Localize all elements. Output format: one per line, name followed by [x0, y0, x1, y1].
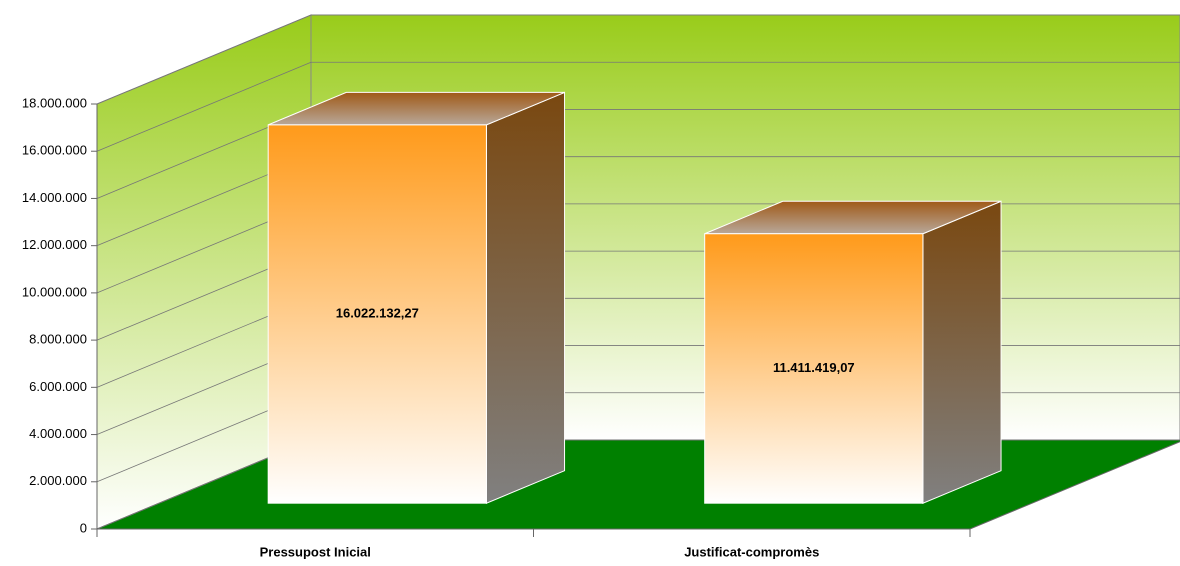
plot: 16.022.132,27 11.411.419,07 [267, 91, 1002, 504]
y-tick-label: 12.000.000 [22, 237, 87, 252]
y-tick-label: 8.000.000 [29, 332, 87, 347]
grid-line [96, 61, 312, 152]
y-tick-label: 18.000.000 [22, 95, 87, 110]
y-tick-label: 14.000.000 [22, 190, 87, 205]
value-label: 11.411.419,07 [773, 360, 855, 375]
bar-side [485, 91, 566, 504]
y-tick-label: 0 [80, 520, 87, 535]
y-tick-label: 10.000.000 [22, 284, 87, 299]
y-tick-label: 2.000.000 [29, 473, 87, 488]
y-tick-label: 6.000.000 [29, 379, 87, 394]
grid-line [96, 14, 312, 105]
x-tick-label: Pressupost Inicial [260, 544, 371, 559]
bar [704, 233, 924, 504]
y-tick-label: 16.000.000 [22, 143, 87, 158]
bar-side [922, 200, 1002, 504]
y-tick-label: 4.000.000 [29, 426, 87, 441]
walls: 0 2.000.000 4.000.000 6.000.000 8.000.000 10.… [22, 14, 1180, 559]
value-label: 16.022.132,27 [336, 305, 419, 320]
bar [267, 124, 487, 504]
x-tick-label: Justificat-compromès [684, 544, 819, 559]
